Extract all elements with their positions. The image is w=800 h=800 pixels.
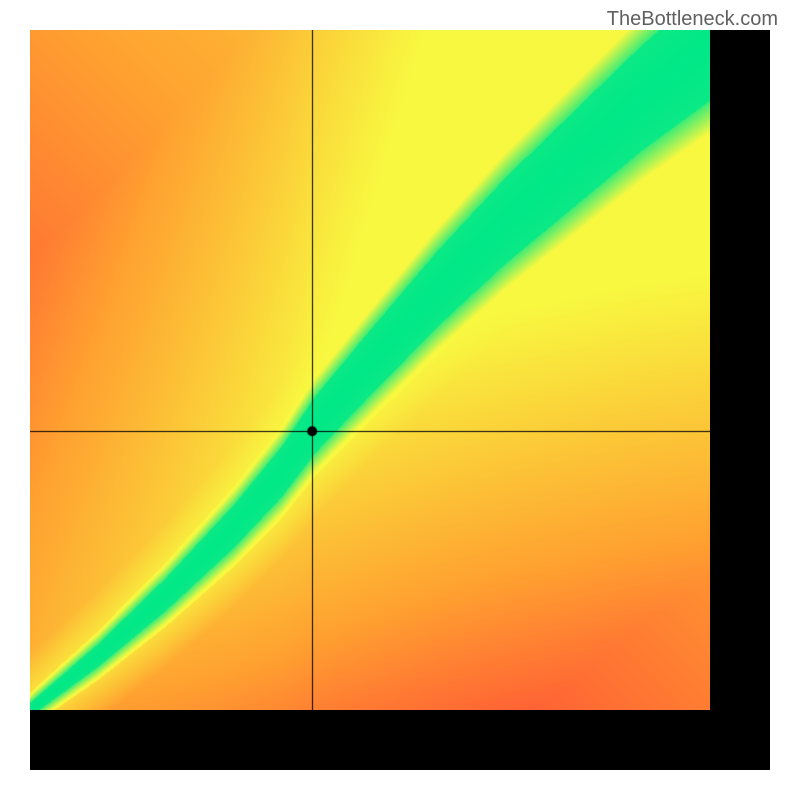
heatmap-canvas	[30, 30, 710, 710]
chart-container: TheBottleneck.com	[0, 0, 800, 800]
credit-text: TheBottleneck.com	[607, 8, 778, 31]
